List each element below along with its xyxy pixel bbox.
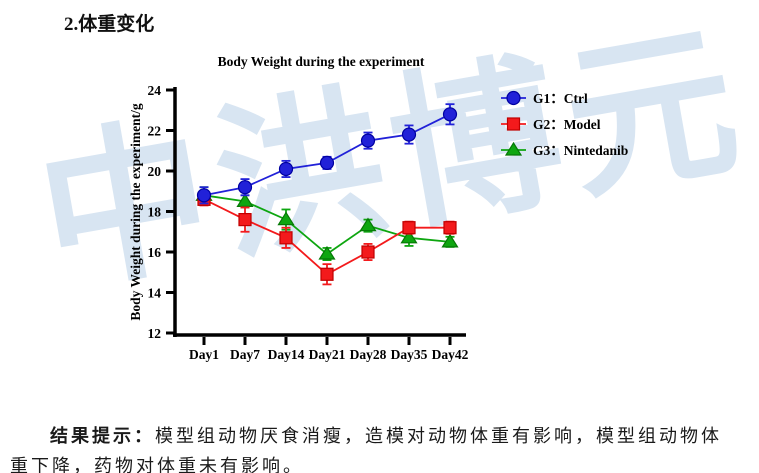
y-tick-label: 20	[148, 164, 162, 179]
chart-title: Body Weight during the experiment	[218, 54, 425, 69]
axes: 12 14 16 18 20 22 24 Day1 Day7 Day14 Day21 Day28 Day…	[148, 83, 469, 362]
y-tick-label: 16	[148, 245, 162, 260]
marker-circle	[506, 90, 521, 106]
marker-triangle	[400, 229, 418, 244]
x-tick-label: Day35	[391, 347, 428, 362]
marker-circle	[401, 127, 417, 142]
marker-triangle	[359, 217, 377, 232]
legend-label: G1：Ctrl	[533, 91, 588, 106]
x-tick-label: Day28	[350, 347, 387, 362]
marker-square	[279, 231, 293, 245]
y-tick-label: 14	[148, 286, 162, 301]
x-tick-label: Day21	[309, 347, 346, 362]
marker-square	[506, 117, 521, 131]
legend-label: G2：Model	[533, 117, 601, 132]
x-tick-label: Day42	[432, 347, 469, 362]
x-tick-label: Day14	[268, 347, 305, 362]
marker-circle	[319, 155, 335, 170]
x-tick-label: Day7	[230, 347, 260, 362]
marker-circle	[278, 161, 294, 177]
legend-label: G3：Nintedanib	[533, 143, 628, 158]
result-note-label: 结果提示：	[50, 426, 155, 446]
marker-circle	[442, 107, 458, 122]
marker-triangle	[318, 245, 336, 260]
marker-triangle	[277, 211, 295, 226]
series-g1-ctrl	[196, 103, 458, 205]
marker-circle	[196, 188, 212, 203]
chart-svg: Body Weight during the experiment Body We…	[128, 54, 628, 362]
marker-triangle	[441, 233, 459, 248]
y-axis-label: Body Weight during the experiment/g	[128, 103, 143, 321]
series-g3-nintedanib	[195, 186, 459, 262]
marker-square	[238, 213, 252, 227]
result-note-text: 模型组动物厌食消瘦，造模对动物体重有影响，模型组动物体重下降，药物对体重未有影响…	[10, 426, 722, 473]
y-tick-label: 22	[148, 124, 162, 139]
legend: G1：Ctrl G2：Model G3：Nintedanib	[501, 90, 628, 158]
legend-entry-2: G2：Model	[501, 117, 601, 132]
y-tick-label: 12	[148, 326, 162, 341]
y-tick-label: 18	[148, 205, 162, 220]
result-note: 结果提示：模型组动物厌食消瘦，造模对动物体重有影响，模型组动物体重下降，药物对体…	[10, 421, 740, 473]
marker-triangle	[236, 193, 254, 207]
marker-square	[443, 221, 457, 235]
legend-entry-1: G1：Ctrl	[501, 90, 588, 106]
section-heading: 2.体重变化	[64, 14, 155, 35]
legend-entry-3: G3：Nintedanib	[501, 141, 628, 158]
marker-square	[402, 221, 416, 235]
y-tick-label: 24	[148, 83, 162, 98]
marker-circle	[360, 133, 376, 148]
marker-triangle	[504, 141, 523, 156]
marker-square	[320, 267, 334, 281]
x-tick-label: Day1	[189, 347, 219, 362]
marker-square	[361, 245, 375, 259]
marker-circle	[237, 180, 253, 195]
